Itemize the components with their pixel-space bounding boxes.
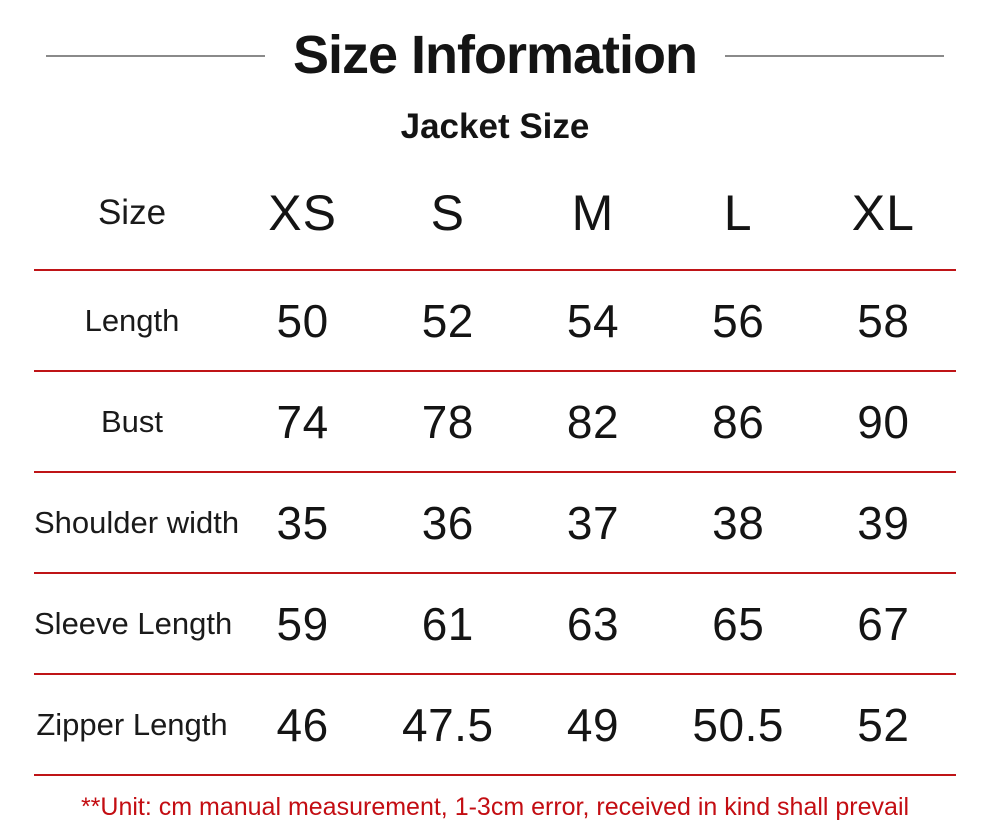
size-header-l: L — [723, 185, 753, 242]
table-row-length: Length 50 52 54 56 58 — [34, 271, 956, 373]
sleeve-value-xl: 67 — [857, 597, 910, 650]
title-rule-right — [725, 54, 944, 57]
table-row-shoulder-width: Shoulder width 35 36 37 38 39 — [34, 473, 956, 575]
zipper-value-xs: 46 — [276, 698, 329, 751]
shoulder-value-xl: 39 — [857, 496, 910, 549]
size-header-s: S — [430, 185, 465, 242]
length-value-l: 56 — [712, 294, 765, 347]
sleeve-value-xs: 59 — [276, 597, 329, 650]
sleeve-value-l: 65 — [712, 597, 765, 650]
size-header-xl: XL — [851, 185, 915, 242]
shoulder-value-xs: 35 — [276, 496, 329, 549]
length-value-xs: 50 — [276, 294, 329, 347]
section-title: Jacket Size — [400, 107, 590, 147]
unit-footnote: **Unit: cm manual measurement, 1-3cm err… — [80, 793, 910, 822]
size-header-m: M — [571, 185, 615, 242]
row-label-shoulder-width: Shoulder width — [34, 504, 240, 540]
shoulder-value-m: 37 — [566, 496, 620, 549]
sleeve-value-m: 63 — [566, 597, 620, 650]
page-title-row: Size Information — [46, 25, 944, 85]
table-row-bust: Bust 74 78 82 86 90 — [34, 372, 956, 474]
page-title: Size Information — [292, 25, 698, 85]
length-value-xl: 58 — [857, 294, 910, 347]
bust-value-m: 82 — [566, 395, 620, 448]
row-label-sleeve-length: Sleeve Length — [34, 605, 233, 641]
zipper-value-m: 49 — [566, 698, 620, 751]
length-value-s: 52 — [421, 294, 474, 347]
size-header-xs: XS — [268, 185, 337, 242]
zipper-value-s: 47.5 — [402, 698, 494, 751]
size-column-header: Size — [97, 193, 167, 233]
shoulder-value-l: 38 — [712, 496, 765, 549]
length-value-m: 54 — [566, 294, 620, 347]
title-rule-left — [46, 54, 265, 57]
row-label-length: Length — [84, 302, 180, 338]
zipper-value-xl: 52 — [857, 698, 910, 751]
row-label-bust: Bust — [100, 403, 164, 439]
bust-value-xl: 90 — [857, 395, 910, 448]
bust-value-xs: 74 — [276, 395, 329, 448]
bust-value-l: 86 — [712, 395, 765, 448]
zipper-value-l: 50.5 — [692, 698, 784, 751]
size-information-page: Size Information Jacket Size Size XS S M… — [0, 25, 990, 837]
sleeve-value-s: 61 — [421, 597, 474, 650]
size-table: Size XS S M L XL Length 50 52 54 56 58 B… — [34, 157, 956, 777]
table-row-sleeve-length: Sleeve Length 59 61 63 65 67 — [34, 574, 956, 676]
table-row-zipper-length: Zipper Length 46 47.5 49 50.5 52 — [34, 675, 956, 777]
row-label-zipper-length: Zipper Length — [36, 706, 228, 742]
bust-value-s: 78 — [421, 395, 474, 448]
shoulder-value-s: 36 — [421, 496, 474, 549]
size-table-header-row: Size XS S M L XL — [34, 157, 956, 272]
